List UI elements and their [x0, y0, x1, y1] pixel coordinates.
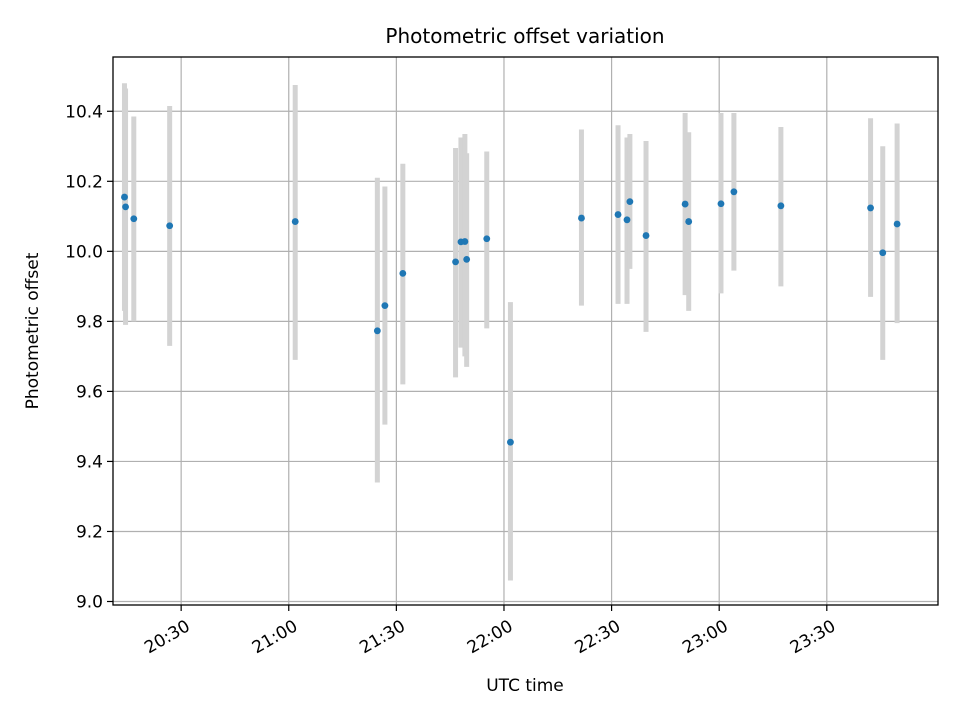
data-point [642, 232, 650, 239]
data-point [681, 200, 689, 208]
data-point [130, 215, 138, 223]
y-tick-label: 9.0 [76, 592, 103, 612]
data-point [381, 302, 389, 310]
data-point [867, 204, 874, 212]
x-axis-label: UTC time [486, 676, 564, 696]
data-point [717, 200, 725, 208]
chart-title: Photometric offset variation [385, 24, 664, 48]
y-tick-label: 9.2 [76, 522, 103, 542]
y-tick-label: 9.4 [76, 452, 103, 472]
y-axis: 9.0 9.2 9.4 9.6 9.8 10.0 10.2 10.4 [65, 102, 113, 612]
data-point [452, 258, 459, 266]
data-point [122, 203, 129, 211]
data-point [614, 211, 622, 218]
plot-frame [112, 56, 939, 606]
data-point [166, 222, 174, 230]
data-point [463, 255, 471, 263]
data-point [483, 235, 491, 243]
data-point [507, 438, 514, 446]
y-tick-label: 10.2 [65, 172, 103, 192]
y-axis-label: Photometric offset [23, 252, 43, 409]
data-point [291, 218, 299, 225]
data-point [777, 202, 785, 210]
y-tick-label: 9.6 [76, 382, 103, 402]
point-layer [121, 188, 901, 446]
y-tick-label: 10.4 [65, 102, 103, 122]
data-point [626, 198, 634, 206]
data-point [578, 214, 585, 222]
data-point [685, 218, 693, 225]
y-tick-label: 9.8 [76, 312, 103, 332]
data-point [373, 327, 381, 335]
data-point [399, 269, 407, 277]
data-point [623, 216, 631, 224]
data-point [893, 220, 901, 228]
data-point [121, 193, 128, 201]
data-point [879, 249, 887, 257]
data-point [730, 188, 738, 196]
y-tick-label: 10.0 [65, 242, 103, 262]
data-point [461, 238, 469, 245]
